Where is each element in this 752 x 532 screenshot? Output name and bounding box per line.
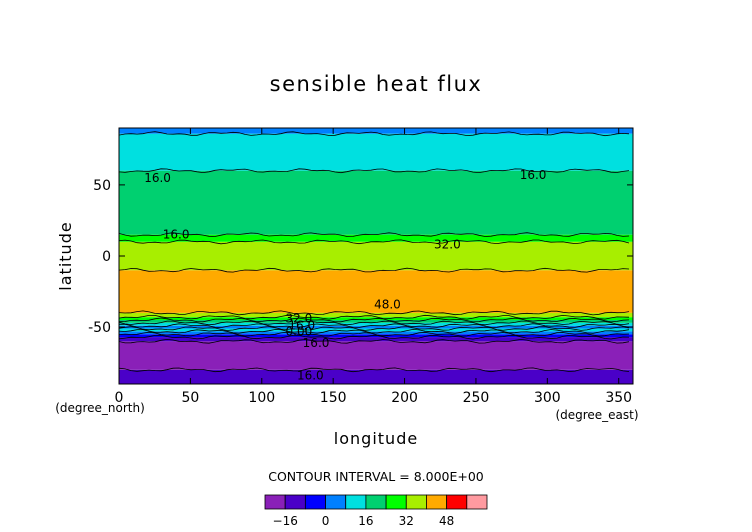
colorbar-tick-label-4: 48	[439, 514, 454, 528]
colorbar-swatch-5	[365, 494, 387, 510]
colorbar-swatch-2	[304, 494, 326, 510]
contour-label-4: 48.0	[374, 297, 401, 311]
colorbar-swatch-7	[405, 494, 427, 510]
contour-line-8	[119, 320, 630, 326]
contour-fill-bands	[119, 128, 633, 384]
y-tick-label-1: 0	[102, 249, 111, 265]
contour-line-14	[119, 232, 630, 237]
contour-band-16	[119, 128, 633, 134]
x-tick-label-4: 200	[391, 390, 418, 406]
colorbar-swatch-8	[426, 494, 448, 510]
colorbar-swatch-0	[264, 494, 286, 510]
contour-line-7	[119, 323, 630, 329]
y-tick-label-2: 50	[93, 178, 111, 194]
contour-band-5	[119, 328, 633, 332]
colorbar-tick-label-3: 32	[399, 514, 414, 528]
contour-label-7: 0.00	[286, 324, 313, 338]
contour-band-1	[119, 341, 633, 370]
contour-line-11	[119, 310, 630, 316]
contour-label-5: 32.0	[286, 312, 313, 326]
contour-interval-text: CONTOUR INTERVAL = 8.000E+00	[268, 469, 484, 484]
colorbar	[264, 494, 488, 510]
x-tick-label-6: 300	[534, 390, 561, 406]
contour-band-6	[119, 325, 633, 329]
chart-title: sensible heat flux	[270, 72, 483, 96]
y-axis-ticks: -50 0 50	[88, 178, 633, 336]
x-axis-label: longitude	[334, 429, 418, 448]
colorbar-tick-label-1: 0	[322, 514, 330, 528]
x-tick-label-3: 150	[320, 390, 347, 406]
colorbar-tick-label-0: −16	[273, 514, 298, 528]
contour-label-8: 16.0	[303, 336, 330, 350]
contour-band-15	[119, 133, 633, 171]
colorbar-swatch-3	[325, 494, 347, 510]
y-axis-label: latitude	[56, 221, 75, 290]
contour-label-6: 16.0	[288, 319, 315, 333]
contour-line-13	[119, 239, 630, 245]
contour-line-9	[119, 317, 630, 323]
colorbar-tick-labels: −16 0 16 32 48	[273, 514, 455, 528]
contour-band-2	[119, 337, 633, 342]
contour-band-0	[119, 369, 633, 384]
y-unit-label: (degree_north)	[55, 401, 145, 415]
contour-line-16	[119, 131, 630, 137]
contour-label-9: 16.0	[297, 368, 324, 382]
colorbar-swatch-1	[284, 494, 306, 510]
x-tick-label-7: 350	[605, 390, 632, 406]
x-tick-label-5: 250	[463, 390, 490, 406]
contour-lines	[119, 131, 630, 373]
x-tick-label-0: 0	[115, 390, 124, 406]
colorbar-swatch-9	[446, 494, 468, 510]
contour-band-11	[119, 270, 633, 313]
contour-line-10	[119, 314, 630, 320]
contour-band-7	[119, 322, 633, 326]
contour-label-1: 16.0	[520, 168, 547, 182]
contour-line-2	[119, 338, 630, 344]
colorbar-swatch-6	[385, 494, 407, 510]
contour-band-8	[119, 320, 633, 323]
contour-band-10	[119, 312, 633, 318]
contour-band-12	[119, 241, 633, 271]
contour-band-14	[119, 170, 633, 235]
colorbar-swatch-4	[345, 494, 367, 510]
colorbar-tick-label-2: 16	[358, 514, 373, 528]
contour-band-13	[119, 234, 633, 242]
contour-line-12	[119, 267, 630, 273]
contour-label-2: 16.0	[163, 228, 190, 242]
x-tick-label-1: 50	[181, 390, 199, 406]
contour-line-1	[119, 367, 630, 373]
contour-line-6	[119, 326, 630, 331]
x-tick-label-2: 100	[248, 390, 275, 406]
contour-line-15	[119, 168, 630, 174]
x-axis-ticks: 0 50 100 150 200 250 300 350	[115, 128, 632, 406]
x-unit-label: (degree_east)	[555, 408, 638, 422]
contour-line-3	[119, 334, 630, 340]
colorbar-swatch-10	[466, 494, 488, 510]
contour-label-3: 32.0	[434, 238, 461, 252]
contour-line-5	[119, 328, 630, 334]
y-tick-label-0: -50	[88, 320, 111, 336]
contour-label-0: 16.0	[144, 171, 171, 185]
